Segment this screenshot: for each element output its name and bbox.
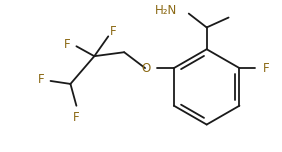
Text: O: O (142, 62, 151, 75)
Text: F: F (38, 73, 45, 86)
Text: H₂N: H₂N (155, 4, 177, 17)
Text: F: F (64, 38, 70, 51)
Text: F: F (73, 111, 80, 124)
Text: F: F (110, 25, 117, 38)
Text: F: F (263, 62, 270, 75)
